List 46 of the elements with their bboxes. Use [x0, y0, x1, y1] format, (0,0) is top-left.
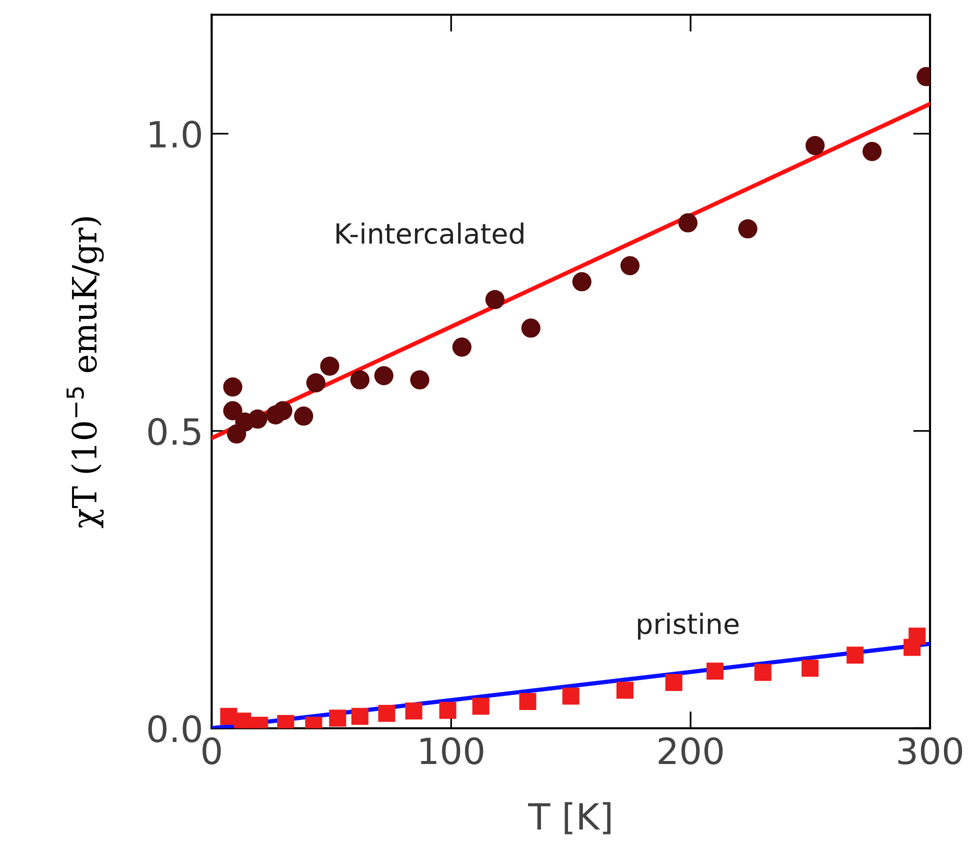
- x-tick-label: 100: [420, 737, 484, 765]
- point: [485, 290, 505, 310]
- point: [665, 674, 682, 691]
- point: [223, 401, 242, 420]
- point: [223, 377, 242, 397]
- y-tick-label: 0.5: [148, 418, 200, 446]
- point: [472, 698, 490, 715]
- point: [234, 712, 252, 728]
- point: [678, 213, 698, 232]
- point: [410, 370, 430, 390]
- x-tick-label: 0: [202, 737, 221, 765]
- point: [306, 373, 326, 392]
- x-tick-label: 200: [658, 737, 723, 765]
- point: [320, 356, 340, 376]
- point: [908, 628, 926, 645]
- point: [439, 702, 456, 719]
- point: [273, 401, 292, 420]
- x-axis-title: T [K]: [528, 802, 610, 834]
- point: [329, 710, 346, 727]
- point: [521, 318, 540, 338]
- point: [248, 410, 268, 429]
- point: [572, 272, 592, 292]
- point: [754, 664, 772, 681]
- point: [802, 660, 819, 677]
- annotation: K-intercalated: [336, 222, 524, 244]
- point: [846, 646, 864, 664]
- point: [350, 370, 370, 390]
- annotation: pristine: [638, 612, 739, 640]
- point: [405, 702, 422, 720]
- y-axis-title: χT (10$^{−5}$ emuK/gr): [66, 217, 104, 528]
- point: [738, 219, 758, 238]
- point: [452, 338, 472, 357]
- point: [351, 708, 368, 725]
- point: [374, 366, 394, 386]
- x-tick-label: 300: [898, 737, 962, 765]
- y-tick-label: 0.0: [148, 715, 201, 742]
- point: [616, 682, 634, 699]
- point: [862, 142, 882, 162]
- y-tick-label: 1.0: [150, 120, 201, 148]
- point: [706, 662, 724, 680]
- point: [519, 692, 536, 710]
- point: [620, 256, 640, 276]
- point: [806, 136, 825, 156]
- point: [294, 406, 314, 426]
- point: [562, 688, 580, 705]
- point: [378, 704, 396, 722]
